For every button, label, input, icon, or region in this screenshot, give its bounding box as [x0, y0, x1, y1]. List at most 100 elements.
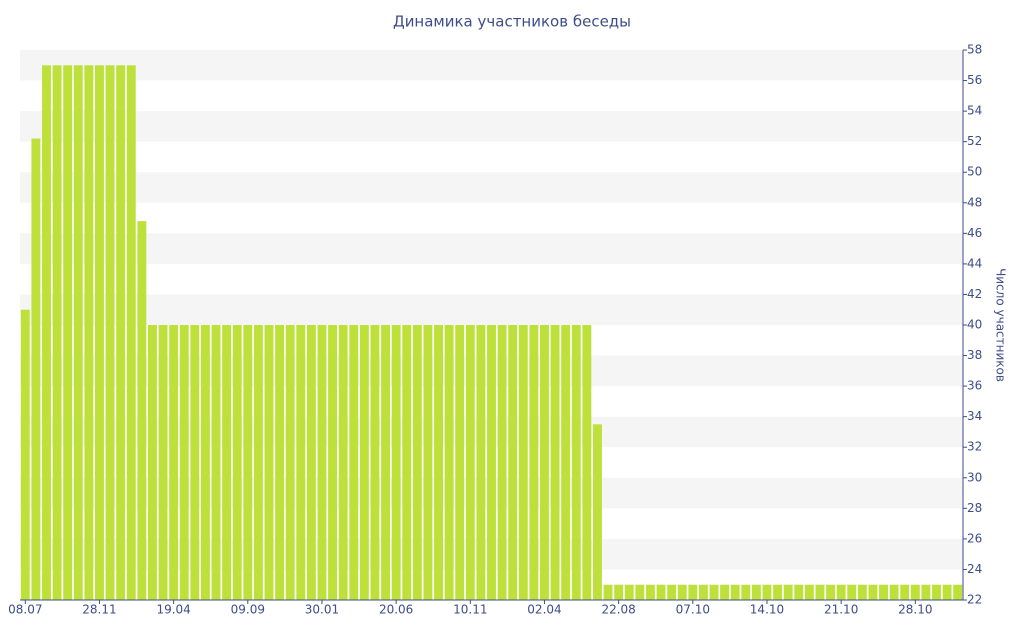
bar	[285, 325, 295, 600]
bar	[296, 325, 306, 600]
x-tick-label: 19.04	[156, 603, 190, 617]
bar	[370, 325, 380, 600]
bar	[434, 325, 443, 600]
bar	[465, 325, 475, 600]
bar	[571, 325, 581, 600]
bar	[105, 65, 115, 601]
grid-band	[20, 172, 963, 203]
bar	[709, 584, 719, 600]
bar	[603, 584, 613, 600]
bar	[508, 325, 518, 600]
bar	[741, 584, 751, 600]
y-tick-label: 40	[967, 318, 982, 332]
bar	[359, 325, 369, 600]
bar	[84, 65, 94, 601]
bar	[561, 325, 571, 600]
x-tick-label: 02.04	[527, 603, 561, 617]
bar	[476, 325, 486, 600]
bar	[275, 325, 285, 600]
bar	[762, 584, 772, 600]
y-tick-label: 58	[967, 43, 982, 57]
bar	[804, 584, 814, 600]
bar	[317, 325, 327, 600]
bar	[487, 325, 496, 600]
bar	[529, 325, 539, 600]
bar	[582, 325, 592, 600]
bar	[211, 325, 221, 600]
bar	[624, 584, 634, 600]
bar	[656, 584, 666, 600]
bar	[540, 325, 549, 600]
y-tick-label: 24	[967, 562, 982, 576]
bar	[306, 325, 316, 600]
y-tick-label: 46	[967, 226, 982, 240]
bar	[232, 325, 242, 600]
bar	[95, 65, 104, 601]
x-tick-label: 20.06	[379, 603, 413, 617]
bar	[688, 584, 698, 600]
y-tick-label: 36	[967, 379, 982, 393]
bar	[730, 584, 740, 600]
bar	[815, 584, 825, 600]
y-tick-label: 22	[967, 593, 982, 607]
x-tick-label: 08.07	[8, 603, 42, 617]
bar	[190, 325, 200, 600]
bar	[751, 584, 761, 600]
x-tick-label: 22.08	[601, 603, 635, 617]
y-tick-label: 52	[967, 134, 982, 148]
bar	[137, 221, 147, 600]
bar	[52, 65, 62, 601]
bar	[200, 325, 210, 600]
bar	[253, 325, 263, 600]
y-tick-label: 32	[967, 440, 982, 454]
grid-band	[20, 294, 963, 325]
bar	[720, 584, 730, 600]
bar	[932, 584, 941, 600]
bar	[126, 65, 136, 601]
bar	[953, 584, 963, 600]
bar	[338, 325, 348, 600]
bar	[910, 584, 920, 600]
bar	[42, 65, 51, 601]
grid-band	[20, 111, 963, 142]
bar	[879, 584, 888, 600]
bar	[698, 584, 708, 600]
bar	[847, 584, 857, 600]
bar	[550, 325, 560, 600]
bar	[836, 584, 846, 600]
bar	[518, 325, 528, 600]
y-tick-label: 28	[967, 501, 982, 515]
bar	[349, 325, 359, 600]
bar	[391, 325, 401, 600]
grid-band	[20, 233, 963, 264]
bar	[402, 325, 412, 600]
x-tick-label: 14.10	[750, 603, 784, 617]
y-tick-label: 48	[967, 195, 982, 209]
bar	[645, 584, 655, 600]
bar	[857, 584, 867, 600]
grid-band	[20, 50, 963, 81]
y-tick-label: 42	[967, 287, 982, 301]
y-tick-label: 56	[967, 73, 982, 87]
y-tick-label: 38	[967, 348, 982, 362]
bar	[412, 325, 422, 600]
x-tick-label: 09.09	[231, 603, 265, 617]
bar	[593, 424, 602, 600]
x-tick-label: 28.11	[82, 603, 116, 617]
bar	[614, 584, 624, 600]
bar	[900, 584, 910, 600]
y-axis-title: Число участников	[994, 268, 1008, 382]
bar	[328, 325, 338, 600]
chart-title: Динамика участников беседы	[393, 13, 631, 31]
x-tick-label: 30.01	[305, 603, 339, 617]
bar	[868, 584, 878, 600]
bar	[20, 309, 30, 600]
bar	[63, 65, 73, 601]
y-tick-label: 44	[967, 256, 982, 270]
bar	[826, 584, 836, 600]
bar	[381, 325, 390, 600]
bar	[264, 325, 274, 600]
bar	[444, 325, 454, 600]
